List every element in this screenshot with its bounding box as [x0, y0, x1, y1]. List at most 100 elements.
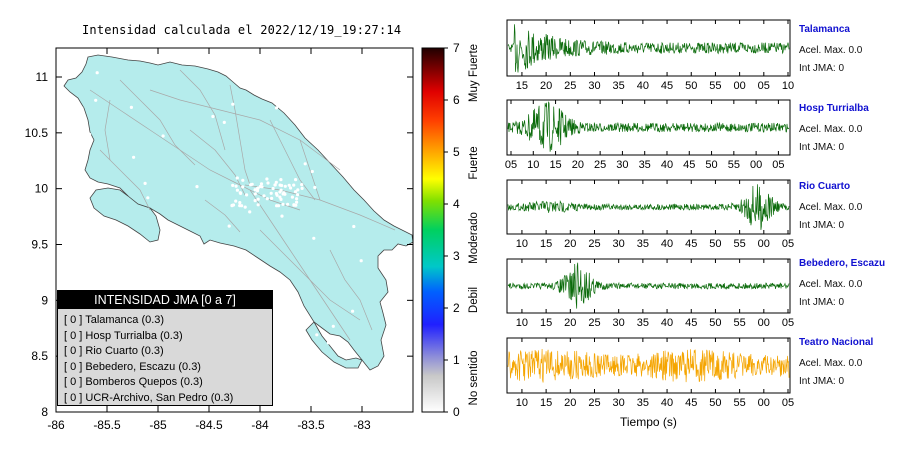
colorbar-tick-label: 7	[453, 41, 460, 55]
map-title: Intensidad calculada el 2022/12/19_19:27…	[82, 23, 402, 37]
city-marker	[354, 78, 358, 82]
map-y-tick-label: 8.5	[31, 349, 48, 363]
city-marker	[249, 183, 253, 187]
time-tick-label: 45	[685, 238, 697, 250]
city-marker	[222, 120, 226, 124]
time-tick-label: 40	[661, 238, 673, 250]
colorbar-category-label: Muy Fuerte	[468, 44, 480, 102]
city-marker	[253, 199, 257, 203]
time-tick-label: 00	[750, 159, 762, 171]
city-marker	[274, 180, 278, 184]
city-marker	[241, 185, 245, 189]
city-marker	[132, 155, 136, 159]
time-tick-label: 15	[516, 80, 528, 92]
colorbar-category-label: Debil	[468, 287, 480, 313]
city-marker	[289, 186, 293, 190]
time-tick-label: 20	[564, 317, 576, 329]
city-marker	[310, 169, 314, 174]
time-tick-label: 15	[540, 317, 552, 329]
road	[249, 189, 351, 341]
time-tick-label: 00	[758, 317, 770, 329]
time-tick-label: 30	[616, 159, 628, 171]
colorbar-category-label: No sentido	[468, 351, 480, 406]
city-marker	[383, 346, 387, 350]
acel-max: Acel. Max. 0.0	[799, 45, 863, 56]
time-tick-label: 30	[613, 397, 625, 409]
road	[179, 69, 226, 151]
city-marker	[326, 341, 330, 345]
city-marker	[256, 186, 260, 190]
legend-item-value: [ 0 ]	[64, 345, 83, 357]
city-marker	[295, 200, 299, 204]
intensity-colorbar	[421, 47, 445, 413]
city-marker	[256, 203, 260, 207]
city-marker	[279, 188, 283, 192]
acel-max: Acel. Max. 0.0	[799, 358, 863, 369]
int-jma: Int JMA: 0	[799, 62, 845, 74]
city-marker	[259, 182, 264, 186]
city-marker	[143, 181, 147, 185]
city-marker	[95, 71, 99, 75]
city-marker	[146, 196, 150, 200]
waveform-trace	[507, 262, 790, 309]
city-marker	[352, 224, 356, 229]
time-tick-label: 45	[683, 159, 695, 171]
time-tick-label: 15	[540, 238, 552, 250]
legend-item: [ 0 ] Hosp Turrialba (0.3)	[64, 329, 272, 345]
map-x-tick-label: -83.5	[297, 418, 325, 432]
city-marker	[286, 202, 290, 206]
map-frame	[55, 47, 414, 413]
waveform-trace	[507, 348, 790, 383]
time-tick-label: 50	[709, 397, 721, 409]
city-marker	[271, 186, 275, 191]
waveform-trace	[507, 24, 790, 73]
legend-item-value: [ 0 ]	[64, 391, 83, 404]
time-tick-label: 35	[637, 397, 649, 409]
city-marker	[253, 192, 257, 196]
legend-header: INTENSIDAD JMA [0 a 7]	[58, 291, 272, 309]
station-name-hosp-turrialba: Hosp Turrialba	[799, 103, 869, 114]
time-tick-label: 25	[564, 80, 576, 92]
map-x-tick-label: -85.5	[93, 418, 121, 432]
city-marker	[296, 193, 300, 197]
city-marker	[231, 203, 236, 207]
map-x-tick-label: -83	[353, 418, 371, 432]
int-jma: Int JMA: 0	[799, 141, 845, 153]
map-y-tick-label: 10	[35, 182, 49, 196]
time-tick-label: 15	[540, 397, 552, 409]
int-jma: Int JMA: 0	[799, 375, 845, 387]
legend-item-label: Rio Cuarto (0.3)	[85, 345, 164, 357]
city-marker	[227, 224, 231, 228]
city-marker	[283, 184, 287, 188]
legend-item: [ 0 ] UCR-Archivo, San Pedro (0.3)	[64, 391, 272, 407]
colorbar-category-label: Fuerte	[468, 146, 480, 179]
legend-item: [ 0 ] Bebedero, Escazu (0.3)	[64, 360, 272, 376]
legend-item-label: Bebedero, Escazu (0.3)	[85, 360, 201, 373]
time-tick-label: 35	[639, 159, 651, 171]
time-tick-label: 05	[782, 397, 794, 409]
land-area	[63, 54, 414, 371]
city-marker	[234, 199, 238, 203]
road	[119, 79, 196, 166]
time-tick-label: 30	[613, 238, 625, 250]
map-axes: -86 -85.5 -85 -84.5 -84 -83.5 -83 11 10.5 10 9.5 9 8…	[25, 48, 413, 432]
city-marker	[235, 176, 239, 180]
city-marker	[308, 75, 312, 79]
map-x-tick-label: -84	[251, 418, 269, 432]
city-marker	[255, 189, 260, 193]
time-tick-label: 30	[588, 80, 600, 92]
colorbar-ticks: 7 6 5 4 3 2 1 0	[444, 41, 460, 419]
time-tick-label: 25	[588, 317, 600, 329]
city-marker	[294, 178, 298, 182]
colorbar-tick-label: 2	[453, 301, 460, 315]
time-tick-label: 00	[758, 238, 770, 250]
legend-item-label: Talamanca (0.3)	[85, 314, 165, 326]
time-tick-label: 50	[705, 159, 717, 171]
city-marker	[278, 183, 282, 187]
map-y-tick-label: 10.5	[25, 126, 49, 140]
time-tick-label: 50	[709, 238, 721, 250]
colorbar-tick-label: 6	[453, 93, 460, 107]
city-marker	[300, 319, 304, 324]
city-marker	[290, 195, 294, 199]
